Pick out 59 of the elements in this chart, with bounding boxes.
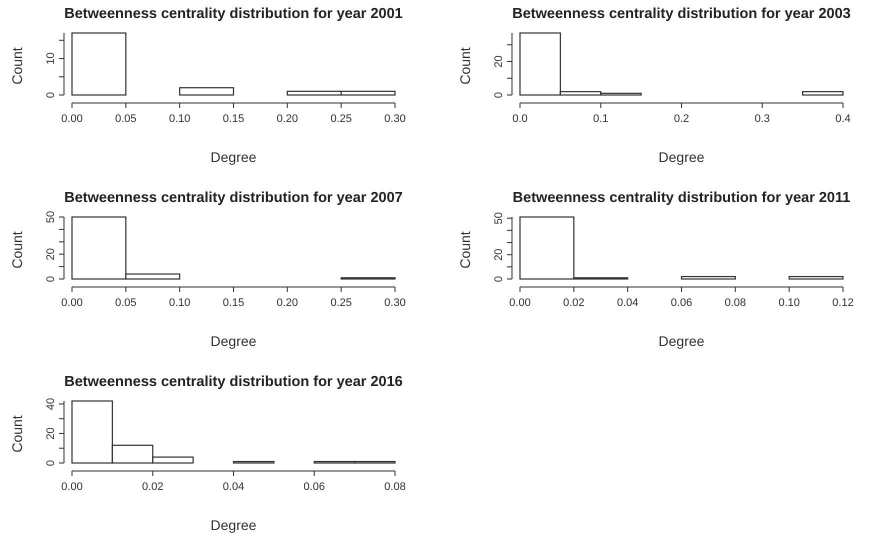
y-axis-title: Count: [9, 231, 25, 269]
x-tick-label: 0.10: [168, 297, 190, 309]
x-axis-title: Degree: [210, 333, 257, 349]
x-axis-title: Degree: [658, 149, 705, 165]
y-tick-label: 20: [45, 427, 57, 440]
x-tick-label: 0.00: [61, 297, 83, 309]
y-axis-title: Count: [457, 231, 473, 269]
x-axis-title: Degree: [210, 517, 257, 533]
chart-title: Betweenness centrality distribution for year 2016: [64, 374, 403, 390]
x-axis-title: Degree: [658, 333, 705, 349]
x-tick-label: 0.06: [304, 481, 325, 493]
y-tick-label: 0: [45, 92, 57, 98]
x-tick-label: 0.1: [593, 113, 608, 125]
x-tick-label: 0.2: [674, 113, 690, 125]
x-tick-label: 0.20: [276, 297, 298, 309]
x-tick-label: 0.10: [168, 113, 190, 125]
x-tick-label: 0.0: [512, 113, 528, 125]
y-tick-label: 0: [493, 276, 505, 282]
y-tick-label: 20: [493, 248, 505, 261]
y-tick-label: 50: [493, 212, 505, 224]
y-tick-label: 40: [45, 398, 57, 410]
y-tick-label: 10: [45, 52, 57, 65]
y-tick-label: 0: [45, 276, 57, 282]
x-axis-title: Degree: [210, 149, 257, 165]
x-tick-label: 0.15: [222, 113, 244, 125]
chart-title: Betweenness centrality distribution for year 2001: [64, 6, 403, 22]
x-tick-label: 0.05: [115, 297, 137, 309]
y-axis-title: Count: [9, 47, 25, 85]
x-tick-label: 0.25: [330, 113, 352, 125]
y-tick-label: 50: [45, 210, 57, 224]
x-tick-label: 0.30: [384, 297, 406, 309]
chart-title: Betweenness centrality distribution for year 2011: [512, 190, 850, 206]
x-tick-label: 0.08: [384, 481, 406, 493]
x-tick-label: 0.00: [61, 113, 83, 125]
x-tick-label: 0.25: [330, 297, 352, 309]
chart-title: Betweenness centrality distribution for year 2003: [512, 6, 851, 22]
x-tick-label: 0.00: [61, 481, 83, 493]
y-tick-label: 20: [45, 248, 57, 260]
x-tick-label: 0.02: [563, 297, 585, 309]
x-tick-label: 0.06: [670, 297, 692, 309]
x-tick-label: 0.15: [222, 297, 244, 309]
x-tick-label: 0.04: [616, 297, 638, 309]
x-tick-label: 0.08: [724, 297, 746, 309]
y-tick-label: 20: [493, 55, 505, 68]
y-tick-label: 0: [493, 92, 505, 98]
x-tick-label: 0.04: [222, 481, 244, 493]
x-tick-label: 0.4: [835, 113, 851, 125]
x-tick-label: 0.05: [115, 113, 137, 125]
x-tick-label: 0.30: [384, 113, 406, 125]
y-tick-label: 0: [45, 460, 57, 466]
x-tick-label: 0.00: [509, 297, 531, 309]
x-tick-label: 0.3: [754, 113, 770, 125]
x-tick-label: 0.02: [142, 481, 164, 493]
y-axis-title: Count: [9, 415, 25, 453]
chart-title: Betweenness centrality distribution for year 2007: [64, 190, 403, 206]
x-tick-label: 0.20: [276, 113, 298, 125]
x-tick-label: 0.10: [778, 297, 800, 309]
y-axis-title: Count: [457, 47, 473, 85]
x-tick-label: 0.12: [832, 297, 854, 309]
